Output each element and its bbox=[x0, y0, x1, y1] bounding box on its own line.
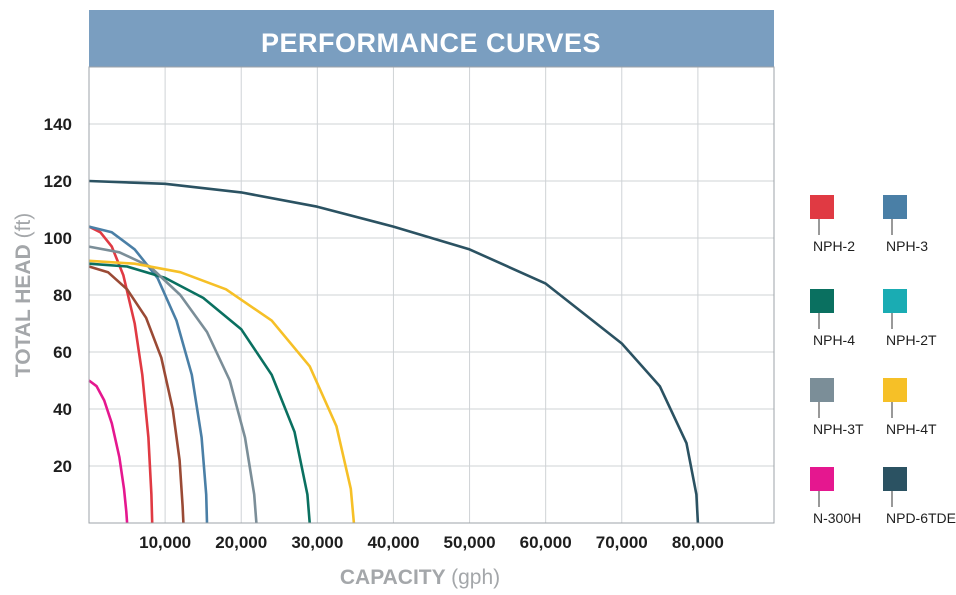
legend-label-n-300h: N-300H bbox=[813, 510, 861, 526]
y-tick-label: 100 bbox=[44, 229, 72, 248]
y-tick-label: 120 bbox=[44, 172, 72, 191]
y-tick-label: 60 bbox=[53, 343, 72, 362]
curve-nph-4t bbox=[88, 259, 356, 524]
legend-label-nph-3t: NPH-3T bbox=[813, 421, 864, 437]
x-tick-label: 20,000 bbox=[215, 533, 267, 552]
x-tick-label: 80,000 bbox=[672, 533, 724, 552]
legend-label-nph-4t: NPH-4T bbox=[886, 421, 937, 437]
legend-swatch-nph-3 bbox=[883, 195, 907, 219]
y-tick-label: 140 bbox=[44, 115, 72, 134]
legend-swatch-nph-4t bbox=[883, 378, 907, 402]
legend-label-npd-6tde: NPD-6TDE bbox=[886, 510, 956, 526]
y-tick-label: 40 bbox=[53, 400, 72, 419]
legend-swatch-n-300h bbox=[810, 467, 834, 491]
legend-label-nph-4: NPH-4 bbox=[813, 332, 855, 348]
legend-label-nph-2t: NPH-2T bbox=[886, 332, 937, 348]
curve-nph-2 bbox=[88, 225, 154, 524]
curves bbox=[88, 179, 700, 524]
curve-unlabeled bbox=[88, 265, 185, 524]
x-tick-label: 40,000 bbox=[367, 533, 419, 552]
x-axis-unit: (gph) bbox=[451, 566, 500, 589]
legend-swatch-nph-3t bbox=[810, 378, 834, 402]
y-tick-labels: 20 40 60 80 100 120 140 bbox=[44, 115, 72, 476]
legend: NPH-2 NPH-3 NPH-4 NPH-2T NPH-3T NPH-4T N-300H N… bbox=[810, 195, 956, 526]
legend-swatch-nph-2t bbox=[883, 289, 907, 313]
grid bbox=[89, 67, 774, 523]
legend-label-nph-3: NPH-3 bbox=[886, 238, 928, 254]
chart-title: PERFORMANCE CURVES bbox=[261, 28, 601, 58]
legend-swatch-nph-4 bbox=[810, 289, 834, 313]
curve-n-300h bbox=[88, 379, 129, 524]
curve-nph-3 bbox=[88, 225, 209, 524]
x-tick-labels: 10,000 20,000 30,000 40,000 50,000 60,000 70,0… bbox=[139, 533, 724, 552]
y-axis-unit: (ft) bbox=[12, 213, 35, 239]
legend-swatch-nph-2 bbox=[810, 195, 834, 219]
plot-frame bbox=[88, 66, 775, 524]
x-tick-label: 70,000 bbox=[596, 533, 648, 552]
curve-nph-3t bbox=[88, 245, 258, 524]
legend-swatch-npd-6tde bbox=[883, 467, 907, 491]
x-tick-label: 50,000 bbox=[444, 533, 496, 552]
legend-label-nph-2: NPH-2 bbox=[813, 238, 855, 254]
x-tick-label: 60,000 bbox=[520, 533, 572, 552]
x-axis-title: CAPACITY (gph) bbox=[340, 566, 500, 589]
curve-npd-6tde bbox=[88, 179, 700, 524]
title-banner bbox=[89, 10, 774, 67]
y-axis-title: TOTAL HEAD (ft) bbox=[12, 213, 35, 378]
x-tick-label: 10,000 bbox=[139, 533, 191, 552]
y-tick-label: 80 bbox=[53, 286, 72, 305]
curve-nph-4 bbox=[88, 262, 311, 524]
y-tick-label: 20 bbox=[53, 457, 72, 476]
x-tick-label: 30,000 bbox=[291, 533, 343, 552]
